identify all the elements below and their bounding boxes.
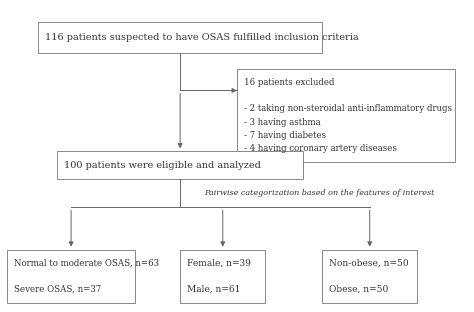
FancyBboxPatch shape — [322, 250, 417, 303]
Text: - 7 having diabetes: - 7 having diabetes — [244, 131, 326, 140]
Text: Female, n=39: Female, n=39 — [187, 258, 251, 267]
Text: - 4 having coronary artery diseases: - 4 having coronary artery diseases — [244, 144, 397, 154]
Text: - 3 having asthma: - 3 having asthma — [244, 118, 321, 127]
Text: 16 patients excluded: 16 patients excluded — [244, 77, 335, 86]
Text: 116 patients suspected to have OSAS fulfilled inclusion criteria: 116 patients suspected to have OSAS fulf… — [45, 33, 359, 42]
Text: Male, n=61: Male, n=61 — [187, 285, 241, 294]
Text: 100 patients were eligible and analyzed: 100 patients were eligible and analyzed — [64, 161, 261, 170]
FancyBboxPatch shape — [7, 250, 135, 303]
Text: - 2 taking non-steroidal anti-inflammatory drugs: - 2 taking non-steroidal anti-inflammato… — [244, 104, 452, 113]
FancyBboxPatch shape — [57, 151, 303, 179]
Text: Non-obese, n=50: Non-obese, n=50 — [329, 258, 409, 267]
FancyBboxPatch shape — [38, 22, 322, 53]
FancyBboxPatch shape — [180, 250, 265, 303]
Text: Pairwise categorization based on the features of interest: Pairwise categorization based on the fea… — [204, 189, 434, 197]
Text: Normal to moderate OSAS, n=63: Normal to moderate OSAS, n=63 — [14, 258, 159, 267]
FancyBboxPatch shape — [237, 69, 455, 162]
Text: Severe OSAS, n=37: Severe OSAS, n=37 — [14, 285, 101, 294]
Text: Obese, n=50: Obese, n=50 — [329, 285, 389, 294]
